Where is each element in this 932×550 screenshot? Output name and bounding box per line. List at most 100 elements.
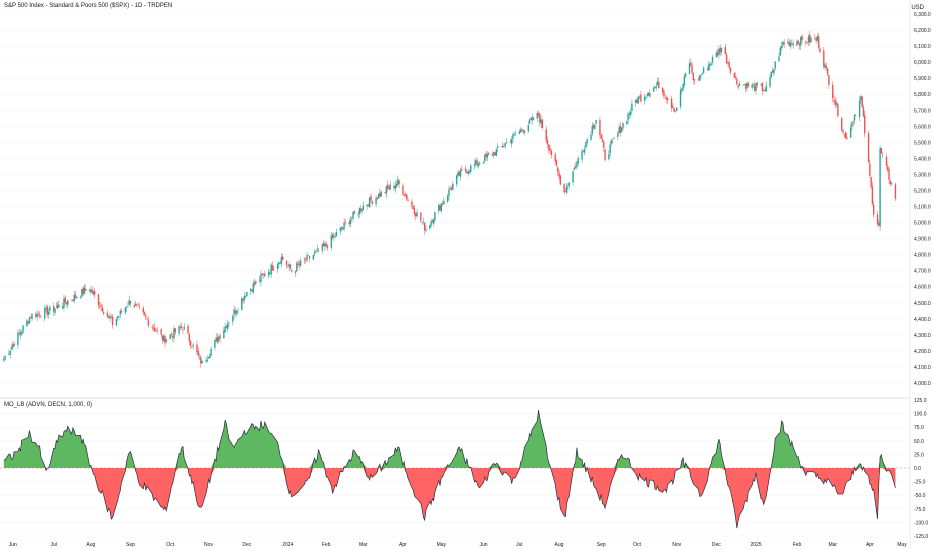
candle <box>843 133 845 139</box>
indicator-label[interactable]: MO_LB (ADVN, DECN, 1,000, 0) <box>4 402 93 408</box>
candle <box>289 264 292 270</box>
candle <box>47 308 50 319</box>
time-axis[interactable]: Jun Jul Aug Sep Oct Nov Dec 2024 Feb Mar Apr May Jun… <box>9 542 907 548</box>
candle <box>724 43 727 55</box>
candle <box>457 170 459 179</box>
candle <box>864 110 866 138</box>
candle <box>93 287 96 299</box>
candle <box>164 333 166 348</box>
candle <box>82 285 84 297</box>
candle <box>554 152 556 165</box>
candle <box>27 320 29 325</box>
candle <box>640 90 642 104</box>
candle <box>518 128 521 135</box>
candle <box>791 39 793 46</box>
candle <box>226 320 229 333</box>
candle <box>885 153 888 170</box>
price-axis[interactable]: 4,000.0 4,100.0 4,200.0 4,300.0 4,400.0 4,500… <box>914 12 931 387</box>
candle <box>699 74 701 81</box>
candle <box>470 163 472 175</box>
time-tick-label: Jul <box>51 542 57 548</box>
candle <box>376 197 379 201</box>
candle <box>780 41 783 52</box>
candle <box>44 305 46 322</box>
candle <box>548 144 550 154</box>
candle <box>479 160 481 166</box>
candle <box>134 300 137 306</box>
candle <box>862 104 865 118</box>
candle <box>397 175 399 186</box>
candle <box>375 195 377 208</box>
candle <box>357 210 359 219</box>
oscillator-series <box>3 409 896 529</box>
candle <box>255 280 257 286</box>
candle <box>119 308 121 319</box>
candle <box>733 72 735 78</box>
candle <box>737 84 739 90</box>
candle <box>718 45 720 59</box>
candle <box>322 240 325 247</box>
candle <box>30 316 32 319</box>
candle <box>468 169 471 174</box>
candle <box>214 339 216 351</box>
candle <box>833 95 835 105</box>
candle <box>294 270 297 277</box>
candle <box>761 82 764 96</box>
grid-lines <box>0 13 910 537</box>
time-tick-label: Feb <box>322 542 331 548</box>
candle <box>851 121 853 131</box>
candle <box>282 253 284 261</box>
candle <box>253 278 256 288</box>
candle <box>503 142 505 148</box>
candle <box>377 193 380 199</box>
candle <box>108 315 110 320</box>
candle <box>146 318 148 321</box>
candle <box>617 131 619 141</box>
candle <box>290 269 293 273</box>
candle <box>527 121 530 133</box>
candle <box>807 34 810 46</box>
candle <box>711 54 714 66</box>
price-tick-label: 4,300.0 <box>914 333 931 339</box>
candle <box>618 123 620 134</box>
candle <box>762 89 765 92</box>
candle <box>787 37 789 45</box>
candle <box>174 328 176 336</box>
oscillator-axis[interactable]: 125.0 100.0 75.0 50.0 25.0 0.0 -25.0 -50.0 -75.0… <box>914 398 928 540</box>
candle <box>334 232 336 239</box>
candle <box>288 261 290 272</box>
candle <box>485 151 487 161</box>
candle <box>63 294 65 312</box>
candle <box>161 334 164 345</box>
candle <box>371 200 373 206</box>
candle <box>58 300 60 309</box>
candle <box>243 292 246 304</box>
candle <box>74 291 77 300</box>
candle <box>423 222 426 235</box>
candle <box>64 295 66 305</box>
candle <box>21 329 23 337</box>
candle <box>241 296 243 311</box>
price-tick-label: 5,500.0 <box>914 140 931 146</box>
candle <box>674 110 677 113</box>
candle <box>530 117 532 120</box>
candle <box>814 33 816 40</box>
candle <box>455 174 458 188</box>
candle <box>867 130 870 163</box>
candle <box>273 265 275 272</box>
candle <box>824 62 826 71</box>
time-tick-label: May <box>437 542 447 548</box>
candle <box>348 218 350 227</box>
candle <box>683 73 686 88</box>
candle <box>379 188 381 198</box>
candle <box>333 232 335 242</box>
candle <box>754 81 756 93</box>
osc-tick-label: 25.0 <box>914 452 924 458</box>
time-tick-label: Sep <box>126 542 135 548</box>
chart-title: S&P 500 Index - Standard & Poors 500 ($S… <box>4 3 173 9</box>
time-tick-label: Dec <box>242 542 251 548</box>
candle <box>494 151 496 156</box>
price-tick-label: 5,600.0 <box>914 124 931 130</box>
candle <box>876 210 879 227</box>
candle <box>702 65 705 74</box>
